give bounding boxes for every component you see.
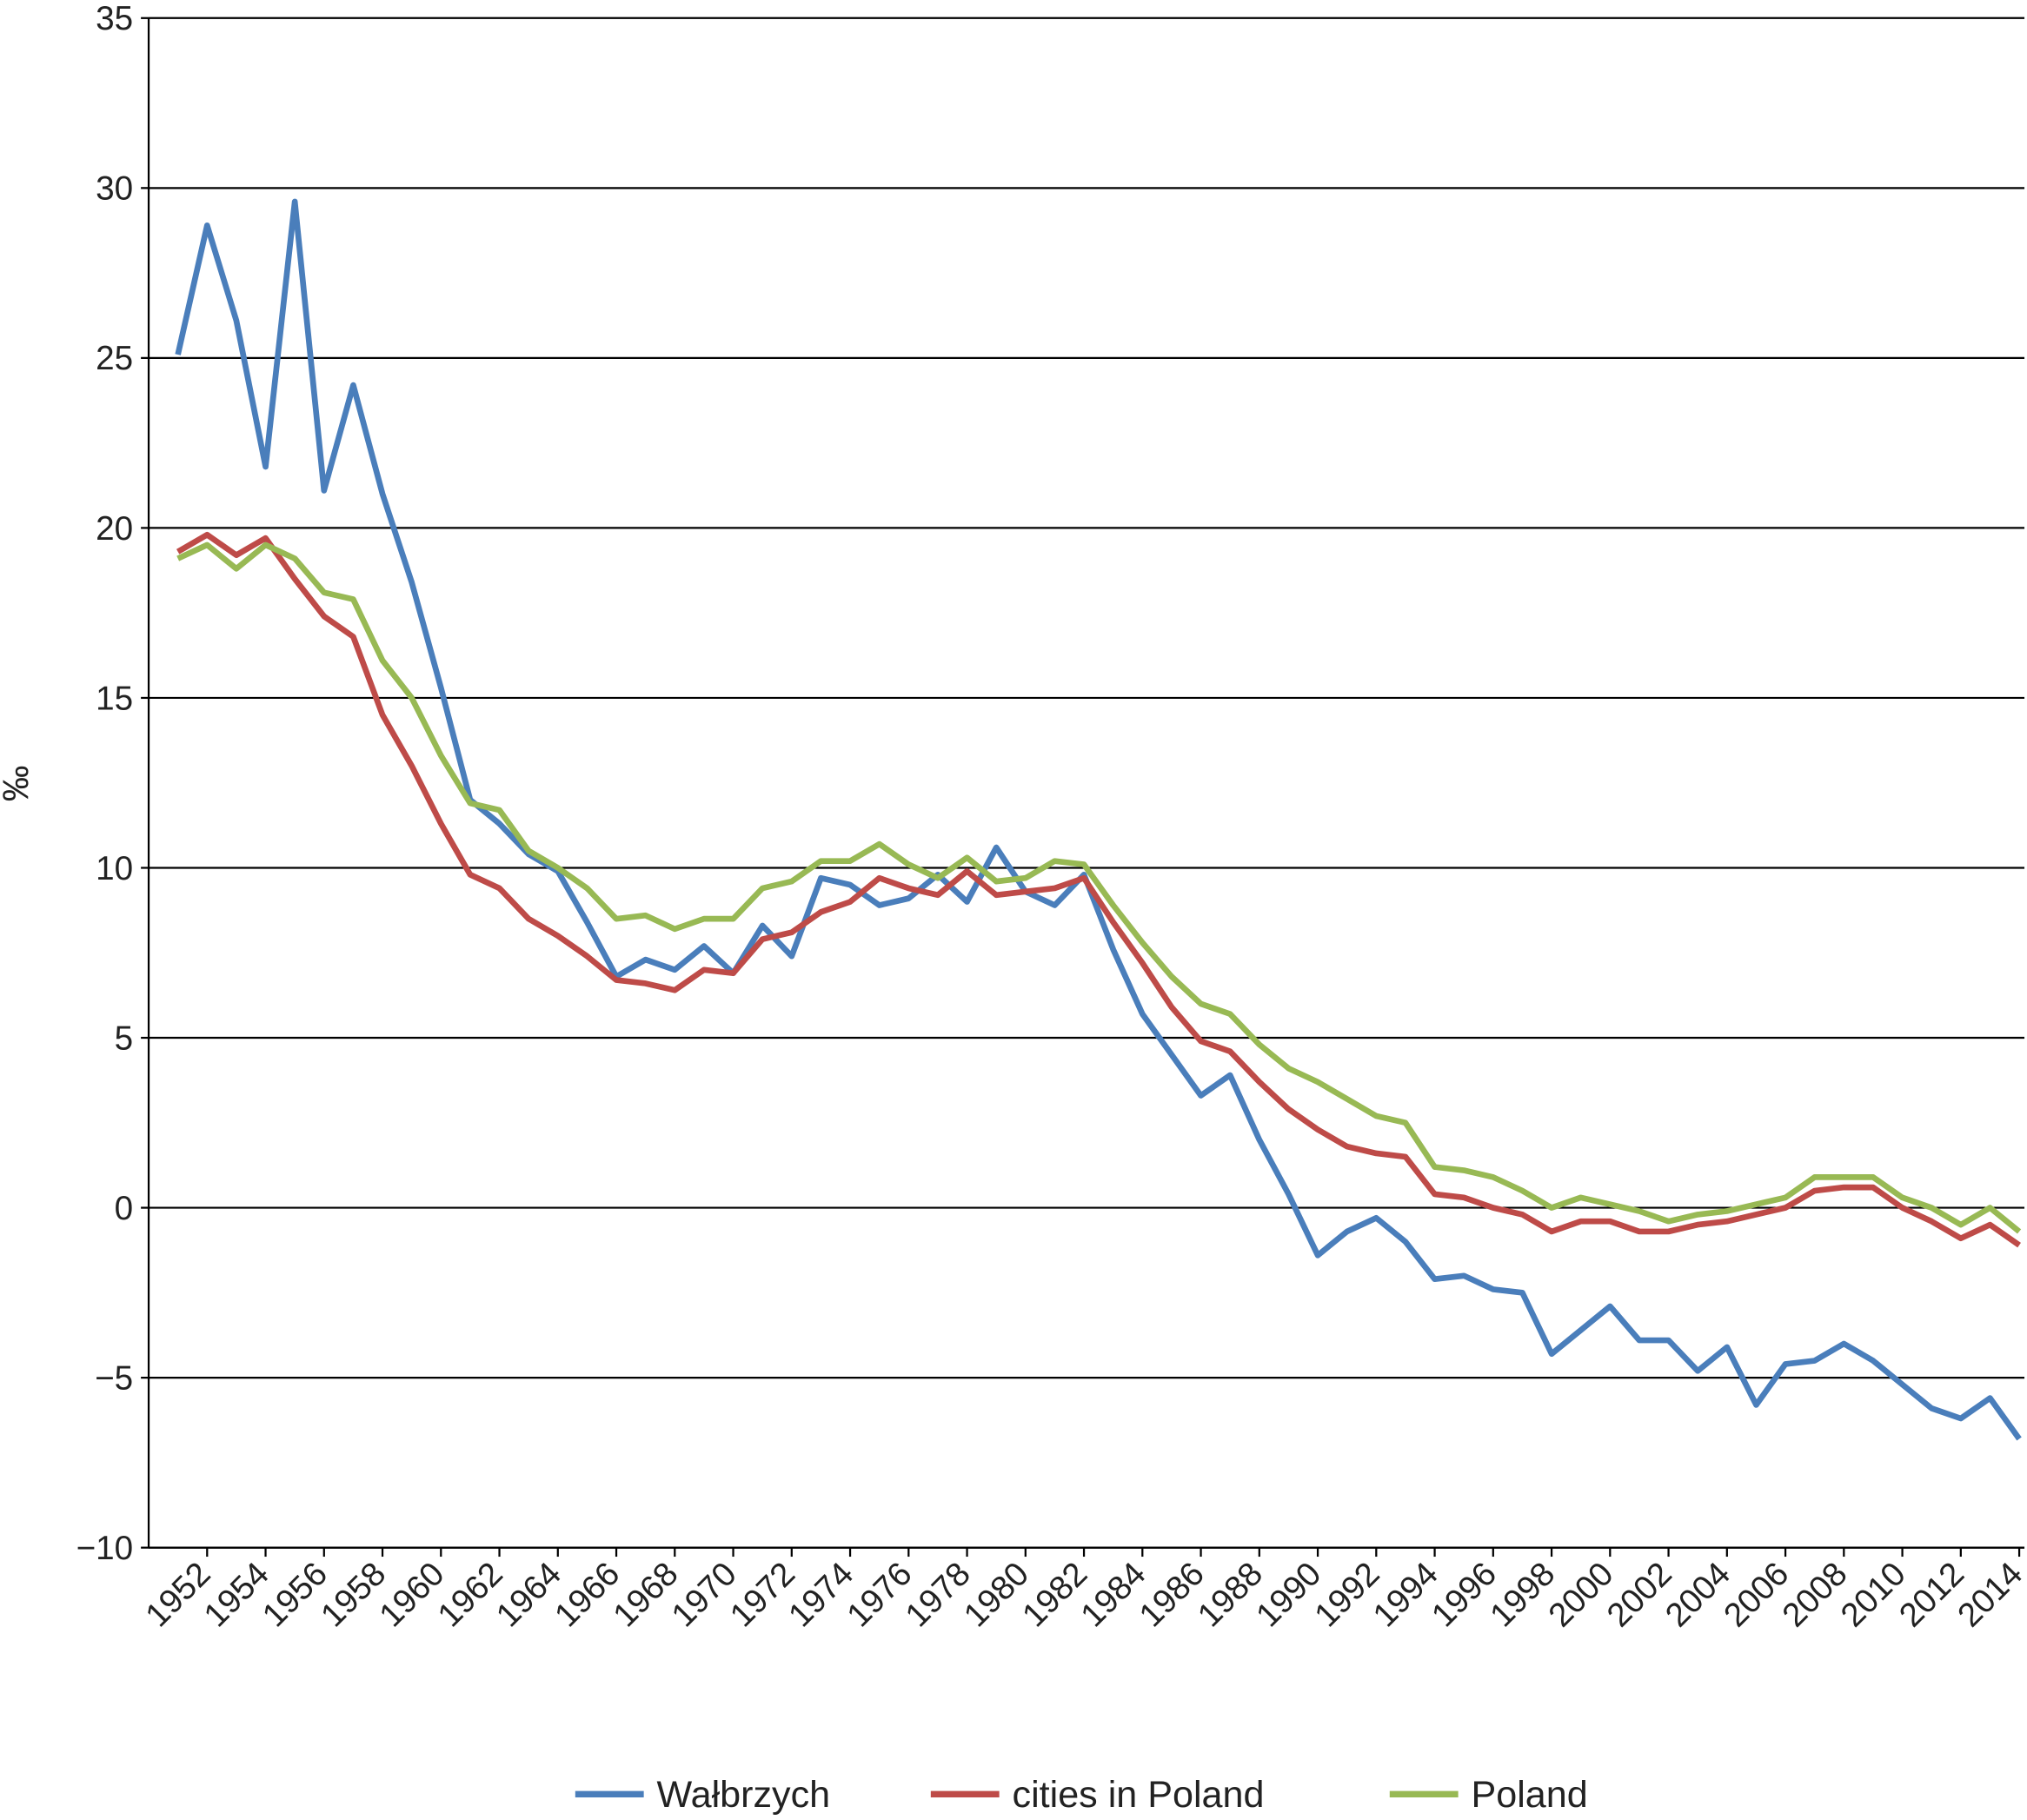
x-tick-label: 2006 — [1717, 1555, 1796, 1634]
x-tick-label: 2004 — [1658, 1555, 1738, 1634]
x-tick-label: 1984 — [1073, 1555, 1153, 1634]
y-tick-label: 30 — [96, 170, 133, 208]
x-tick-label: 1958 — [314, 1555, 393, 1634]
x-tick-label: 1972 — [723, 1555, 802, 1634]
y-tick-label: 25 — [96, 340, 133, 377]
x-tick-label: 2012 — [1892, 1555, 1971, 1634]
y-tick-label: −5 — [95, 1359, 133, 1397]
y-axis-label: ‰ — [0, 766, 37, 802]
line-series — [176, 541, 2022, 1234]
y-tick-label: 0 — [115, 1190, 133, 1227]
x-tick-label: 1992 — [1307, 1555, 1386, 1634]
x-tick-label: 1996 — [1425, 1555, 1504, 1634]
y-tick-label: 35 — [96, 0, 133, 37]
x-tick-label: 1990 — [1249, 1555, 1328, 1634]
y-tick-label: −10 — [76, 1530, 134, 1567]
y-tick-label: 20 — [96, 510, 133, 548]
legend-label: Wałbrzych — [657, 1774, 831, 1816]
x-tick-label: 1998 — [1483, 1555, 1562, 1634]
x-tick-label: 1956 — [256, 1555, 335, 1634]
x-tick-label: 1976 — [840, 1555, 919, 1634]
x-tick-label: 1986 — [1133, 1555, 1212, 1634]
x-tick-label: 1988 — [1191, 1555, 1270, 1634]
x-tick-label: 1952 — [138, 1555, 217, 1634]
x-tick-label: 1994 — [1366, 1555, 1445, 1634]
y-tick-label: 5 — [115, 1020, 133, 1057]
x-tick-label: 2002 — [1600, 1555, 1679, 1634]
x-tick-label: 1954 — [197, 1555, 276, 1634]
x-tick-label: 2000 — [1541, 1555, 1620, 1634]
legend-label: cities in Poland — [1013, 1774, 1265, 1816]
x-tick-label: 1980 — [957, 1555, 1036, 1634]
x-tick-label: 1982 — [1015, 1555, 1094, 1634]
x-tick-label: 1968 — [606, 1555, 685, 1634]
legend-label: Poland — [1471, 1774, 1587, 1816]
y-tick-label: 10 — [96, 850, 133, 887]
line-series — [175, 198, 2022, 1441]
x-tick-label: 1962 — [431, 1555, 510, 1634]
line-series — [176, 531, 2021, 1248]
x-tick-label: 1960 — [372, 1555, 451, 1634]
x-tick-label: 1978 — [899, 1555, 978, 1634]
x-tick-label: 1964 — [489, 1555, 568, 1634]
x-tick-label: 2014 — [1951, 1555, 2027, 1634]
x-tick-label: 2010 — [1834, 1555, 1913, 1634]
x-tick-label: 1966 — [548, 1555, 627, 1634]
x-tick-label: 1970 — [665, 1555, 744, 1634]
x-tick-label: 1974 — [781, 1555, 861, 1634]
x-tick-label: 2008 — [1775, 1555, 1854, 1634]
y-tick-label: 15 — [96, 680, 133, 717]
